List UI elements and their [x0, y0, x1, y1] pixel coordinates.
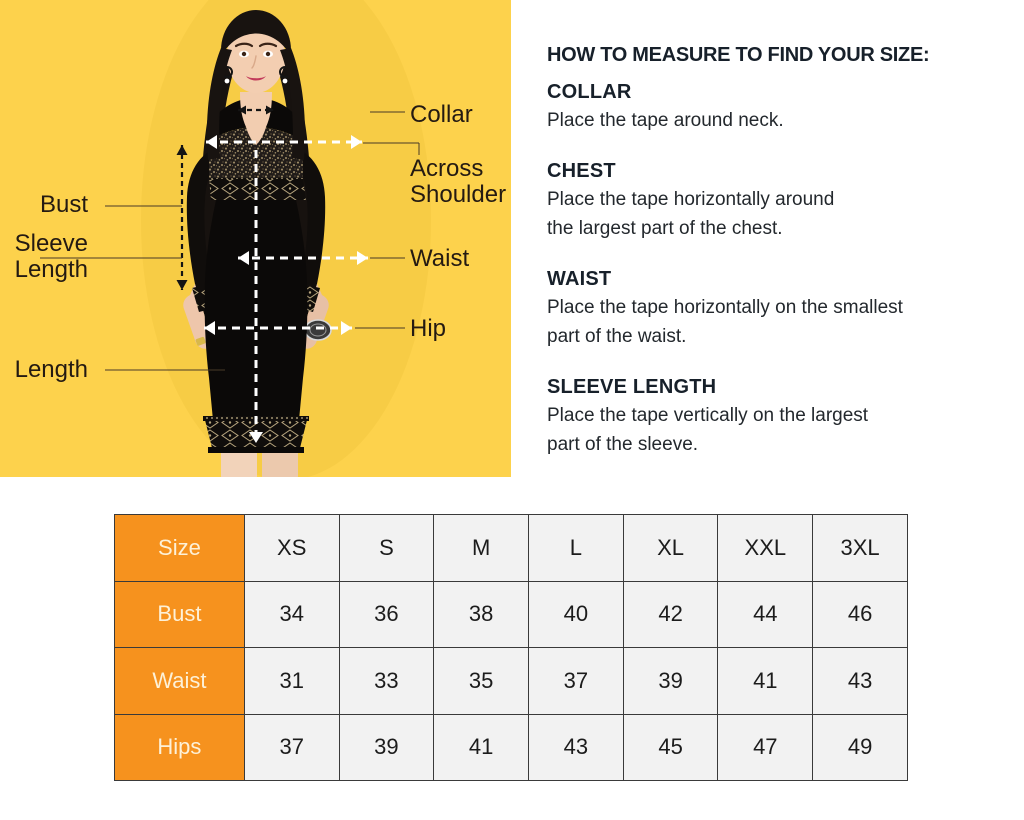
svg-text:Hip: Hip [410, 315, 446, 342]
svg-text:Length: Length [15, 256, 88, 283]
svg-text:Waist: Waist [410, 245, 469, 272]
svg-text:Length: Length [15, 356, 88, 383]
svg-text:Collar: Collar [410, 101, 473, 128]
svg-text:Sleeve: Sleeve [15, 230, 88, 257]
svg-text:Bust: Bust [40, 191, 88, 218]
svg-text:Across: Across [410, 155, 483, 182]
svg-text:Shoulder: Shoulder [410, 181, 506, 208]
